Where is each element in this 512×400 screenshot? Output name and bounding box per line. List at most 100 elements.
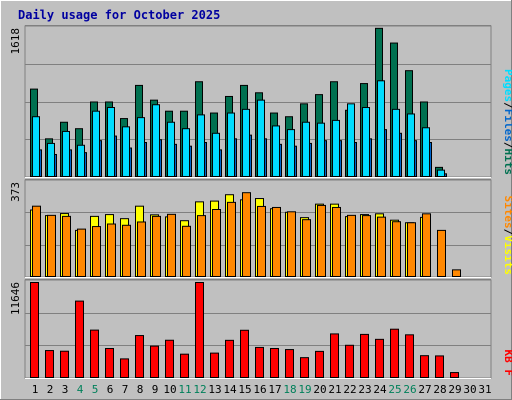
x-tick-label-day-27: 27	[418, 383, 431, 396]
bar-kb-f-day-14	[225, 339, 234, 378]
bar-kb-f-day-21	[330, 333, 339, 378]
x-tick-label-day-14: 14	[223, 383, 237, 396]
bar-kb-f-day-18	[285, 349, 294, 379]
bar-sites-day-2	[47, 214, 56, 277]
bar-sites-day-12	[197, 215, 206, 278]
legend-entry-hits: Hits	[502, 149, 512, 176]
bar-sites-day-10	[167, 213, 176, 277]
bar-kb-f-day-20	[315, 350, 324, 378]
bar-kb-f-day-16	[255, 346, 264, 379]
bar-sites-day-26	[407, 222, 416, 277]
bar-sites-day-1	[32, 205, 41, 277]
bar-sites-day-21	[332, 206, 341, 278]
x-tick-label-day-1: 1	[32, 383, 39, 396]
x-tick-label-day-17: 17	[268, 383, 281, 396]
x-tick-label-day-2: 2	[47, 383, 54, 396]
bar-pages-day-9	[152, 104, 160, 177]
bar-pages-day-14	[227, 112, 235, 178]
bar-pages-day-26	[407, 113, 415, 177]
bar-sites-day-20	[317, 204, 326, 278]
bar-kb-f-day-1	[30, 282, 39, 378]
x-tick-label-day-9: 9	[152, 383, 159, 396]
bar-pages-day-11	[182, 128, 190, 177]
bar-pages-day-21	[332, 119, 340, 178]
bar-sites-day-18	[287, 211, 296, 278]
x-tick-label-day-19: 19	[298, 383, 311, 396]
bar-pages-day-17	[272, 125, 280, 177]
bar-pages-day-19	[302, 121, 310, 177]
bar-kb-f-day-5	[90, 329, 99, 379]
x-tick-label-day-23: 23	[358, 383, 371, 396]
bar-kb-f-day-28	[435, 355, 444, 378]
panel-3-y-max-label: 11646	[9, 282, 22, 315]
bar-kb-f-day-17	[270, 347, 279, 378]
legend-separator: /	[502, 229, 512, 236]
bar-kb-f-day-8	[135, 335, 144, 379]
legend-entry-kb-f: KB F	[502, 350, 512, 377]
bar-pages-day-25	[392, 108, 400, 177]
bar-kb-f-day-19	[300, 357, 309, 379]
bar-pages-day-5	[92, 110, 100, 177]
x-tick-label-day-21: 21	[328, 383, 341, 396]
bar-kb-f-day-22	[345, 344, 354, 378]
bar-kb-f-day-25	[390, 328, 399, 378]
bar-pages-day-10	[167, 121, 175, 177]
bar-kb-f-day-23	[360, 333, 369, 378]
panel-3-series-legend: KB F	[502, 350, 512, 377]
legend-separator: /	[502, 142, 512, 149]
x-tick-label-day-18: 18	[283, 383, 296, 396]
x-tick-label-day-8: 8	[137, 383, 144, 396]
bar-sites-day-8	[137, 221, 146, 278]
bar-sites-day-25	[392, 221, 401, 277]
x-tick-label-day-4: 4	[77, 383, 84, 396]
bar-pages-day-18	[287, 129, 295, 178]
x-tick-label-day-16: 16	[253, 383, 266, 396]
bar-kb-f-day-27	[420, 355, 429, 379]
x-tick-label-day-12: 12	[193, 383, 206, 396]
bar-sites-day-17	[272, 206, 281, 278]
bar-kb-f-day-26	[405, 334, 414, 379]
bar-kb-f-day-11	[180, 353, 189, 379]
x-tick-label-day-15: 15	[238, 383, 251, 396]
x-tick-label-day-13: 13	[208, 383, 221, 396]
chart-panels: 1618Pages/Files/Hits373Sites/Visits11646…	[9, 25, 512, 396]
bar-pages-day-27	[422, 127, 430, 177]
legend-entry-visits: Visits	[502, 235, 512, 275]
legend-separator: /	[502, 102, 512, 109]
panel-2-y-max-label: 373	[9, 182, 22, 202]
bar-kb-f-day-6	[105, 347, 114, 378]
bar-kb-f-day-12	[195, 282, 204, 378]
bar-sites-day-7	[122, 224, 131, 278]
bar-kb-f-day-7	[120, 358, 129, 379]
bar-sites-day-27	[422, 213, 431, 277]
x-tick-label-day-7: 7	[122, 383, 129, 396]
chart-title: Daily usage for October 2025	[18, 8, 220, 22]
bar-pages-day-13	[212, 132, 220, 178]
bar-sites-day-3	[62, 215, 71, 277]
bar-pages-day-8	[137, 117, 145, 177]
bar-pages-day-3	[62, 130, 70, 178]
panel-1-y-max-label: 1618	[9, 28, 22, 55]
panel-2-series-legend: Sites/Visits	[502, 196, 512, 276]
panel-1-series-legend: Pages/Files/Hits	[502, 69, 512, 175]
bar-sites-day-24	[377, 216, 386, 278]
bar-pages-day-4	[77, 144, 85, 177]
legend-entry-files: Files	[502, 109, 512, 142]
bar-pages-day-28	[437, 169, 445, 177]
x-tick-label-day-11: 11	[178, 383, 191, 396]
bar-sites-day-15	[242, 192, 251, 277]
bar-kb-f-day-2	[45, 350, 54, 378]
x-tick-label-day-6: 6	[107, 383, 114, 396]
x-tick-label-day-25: 25	[388, 383, 401, 396]
bar-pages-day-23	[362, 107, 370, 177]
bar-pages-day-7	[122, 126, 130, 177]
x-tick-label-day-22: 22	[343, 383, 356, 396]
bar-sites-day-29	[452, 269, 461, 278]
x-tick-label-day-10: 10	[163, 383, 176, 396]
bar-pages-day-6	[107, 107, 115, 177]
bar-sites-day-23	[362, 215, 371, 278]
bar-pages-day-2	[47, 142, 55, 177]
bar-sites-day-28	[437, 229, 446, 277]
